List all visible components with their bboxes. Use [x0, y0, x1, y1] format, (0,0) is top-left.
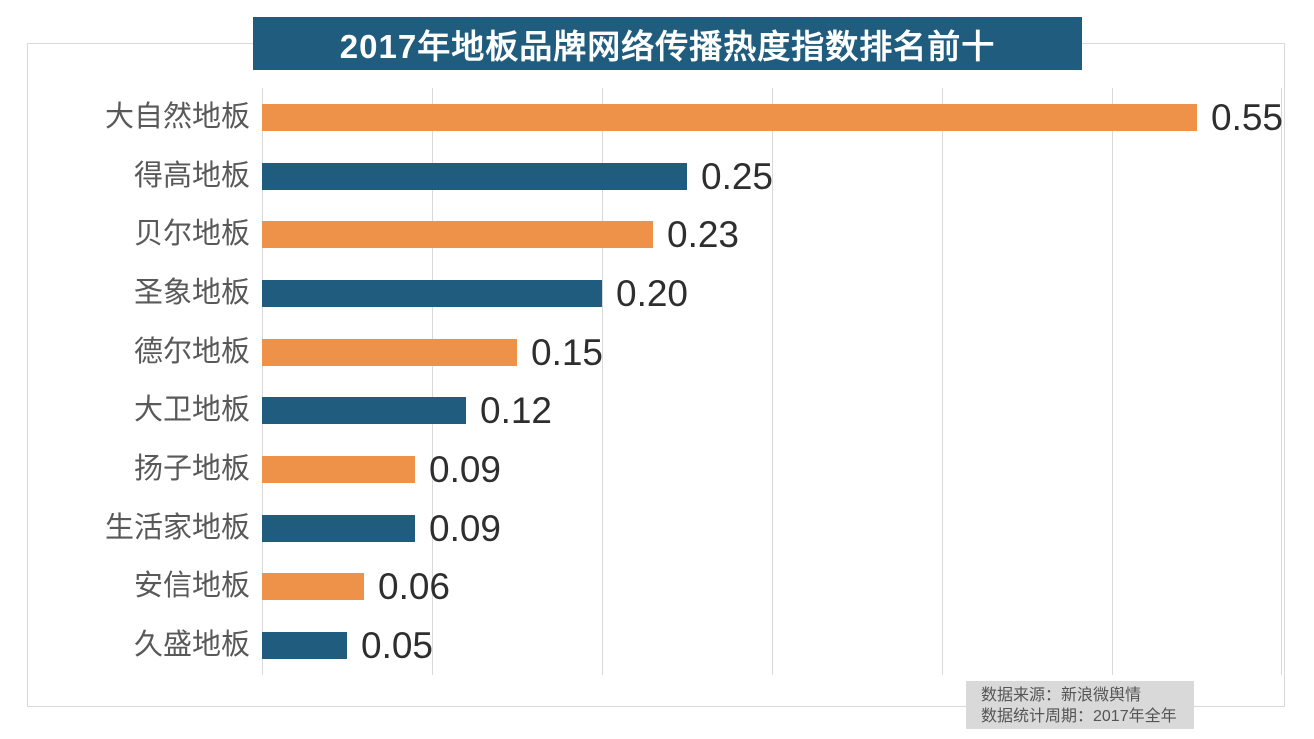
- category-label: 安信地板: [133, 570, 250, 603]
- value-label: 0.09: [429, 449, 502, 491]
- bar: [262, 221, 653, 249]
- value-label: 0.20: [616, 272, 689, 314]
- chart-title: 2017年地板品牌网络传播热度指数排名前十: [253, 17, 1082, 70]
- value-label: 0.05: [361, 625, 434, 667]
- category-label: 贝尔地板: [133, 218, 250, 251]
- category-label: 扬子地板: [133, 453, 250, 486]
- data-source-line: 数据来源：新浪微舆情: [981, 687, 1142, 704]
- bar: [262, 573, 364, 601]
- bar-row: 扬子地板 0.09: [134, 440, 1282, 499]
- value-label: 0.25: [701, 155, 774, 197]
- category-label: 圣象地板: [133, 276, 250, 309]
- bar: [262, 279, 602, 307]
- bar: [262, 632, 347, 660]
- bar: [262, 338, 517, 366]
- plot-area: 大自然地板 0.55 得高地板 0.25 贝尔地板 0.23 圣象地板 0.20 德尔地板 0.1…: [105, 88, 1284, 675]
- gridline: [941, 88, 943, 675]
- bar-row: 得高地板 0.25: [134, 147, 1282, 206]
- value-label: 0.06: [378, 566, 451, 608]
- bar: [262, 456, 415, 484]
- bar: [262, 397, 466, 425]
- chart-frame: [27, 43, 1285, 707]
- value-label: 0.23: [667, 214, 740, 256]
- bar-row: 大卫地板 0.12: [134, 382, 1282, 441]
- bar: [262, 514, 415, 542]
- bar-row: 圣象地板 0.20: [134, 264, 1282, 323]
- category-label: 生活家地板: [104, 511, 250, 544]
- bar-row: 大自然地板 0.55: [105, 88, 1284, 147]
- value-label: 0.15: [531, 331, 604, 373]
- gridline: [601, 88, 603, 675]
- value-label: 0.55: [1211, 96, 1284, 138]
- bar: [262, 162, 687, 190]
- category-label: 大卫地板: [133, 394, 250, 427]
- data-source-box: 数据来源：新浪微舆情 数据统计周期：2017年全年: [966, 681, 1194, 729]
- bar: [262, 103, 1197, 131]
- gridline: [431, 88, 433, 675]
- bar-row: 生活家地板 0.09: [105, 499, 1282, 558]
- category-label: 德尔地板: [133, 335, 250, 368]
- value-label: 0.09: [429, 507, 502, 549]
- gridline: [1112, 88, 1113, 675]
- category-label: 大自然地板: [104, 100, 250, 133]
- bar-row: 久盛地板 0.05: [134, 616, 1282, 675]
- bar-row: 德尔地板 0.15: [134, 323, 1282, 382]
- data-period-line: 数据统计周期：2017年全年: [981, 708, 1177, 725]
- category-label: 久盛地板: [133, 629, 250, 662]
- category-label: 得高地板: [133, 159, 250, 192]
- gridline: [772, 88, 773, 675]
- bar-row: 贝尔地板 0.23: [134, 205, 1282, 264]
- gridline: [262, 88, 263, 675]
- value-label: 0.12: [480, 390, 553, 432]
- gridline: [1281, 88, 1282, 675]
- bar-row: 安信地板 0.06: [134, 558, 1282, 617]
